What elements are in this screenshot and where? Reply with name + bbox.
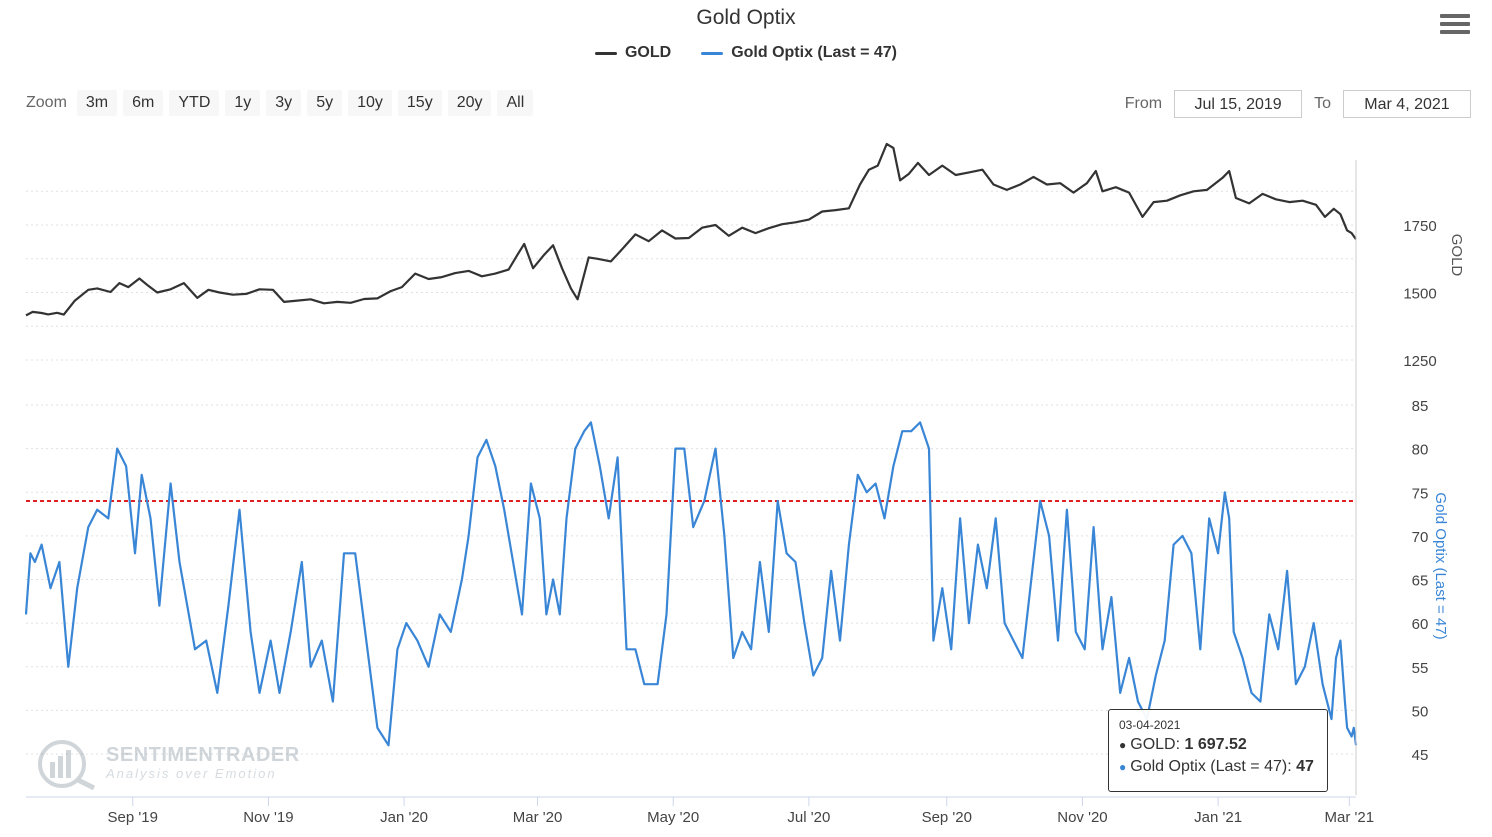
x-tick-label: Nov '19 bbox=[243, 809, 293, 826]
x-tick-label: May '20 bbox=[647, 809, 699, 826]
tooltip-row-gold: ● GOLD: 1 697.52 bbox=[1119, 734, 1317, 756]
gold-series-line bbox=[25, 142, 1357, 317]
zoom-button-5y[interactable]: 5y bbox=[307, 90, 343, 116]
to-label: To bbox=[1314, 95, 1331, 112]
legend-label-gold: GOLD bbox=[624, 44, 672, 61]
zoom-button-ytd[interactable]: YTD bbox=[169, 90, 220, 116]
legend-swatch-gold bbox=[594, 51, 617, 55]
x-tick-label: Mar '21 bbox=[1325, 809, 1375, 826]
x-tick-label: Jan '21 bbox=[1194, 809, 1242, 826]
y-tick-label-1: 85 bbox=[1412, 398, 1429, 415]
legend: GOLD Gold Optix (Last = 47) bbox=[0, 44, 1492, 62]
y-tick-label-1: 75 bbox=[1412, 485, 1429, 502]
zoom-range-selector: Zoom 3m 6m YTD 1y 3y 5y 10y 15y 20y All bbox=[26, 90, 534, 116]
y-tick-label-0: 1250 bbox=[1403, 353, 1436, 370]
y-tick-label-1: 70 bbox=[1412, 529, 1429, 546]
tooltip-gold-value: 1 697.52 bbox=[1184, 736, 1247, 753]
y-axis-title-1: Gold Optix (Last = 47) bbox=[1432, 492, 1449, 639]
tooltip-optix-label: Gold Optix (Last = 47): bbox=[1130, 758, 1297, 775]
y-tick-label-1: 45 bbox=[1412, 747, 1429, 764]
y-tick-label-1: 55 bbox=[1412, 660, 1429, 677]
y-tick-label-1: 50 bbox=[1412, 703, 1429, 720]
tooltip-dot-optix: ● bbox=[1119, 760, 1127, 774]
legend-item-gold[interactable]: GOLD bbox=[594, 44, 672, 62]
chart-tooltip: 03-04-2021 ● GOLD: 1 697.52 ● Gold Optix (… bbox=[1108, 709, 1328, 792]
zoom-button-3m[interactable]: 3m bbox=[76, 90, 118, 116]
y-tick-label-0: 1750 bbox=[1403, 218, 1436, 235]
sentimentrader-logo-icon bbox=[38, 740, 96, 791]
legend-swatch-optix bbox=[701, 51, 724, 55]
legend-item-optix[interactable]: Gold Optix (Last = 47) bbox=[701, 44, 897, 62]
watermark-tagline: Analysis over Emotion bbox=[106, 766, 277, 781]
sentimentrader-watermark: SENTIMENTRADER Analysis over Emotion bbox=[34, 738, 304, 791]
y-tick-label-1: 60 bbox=[1412, 616, 1429, 633]
tooltip-dot-gold: ● bbox=[1119, 738, 1127, 752]
zoom-label: Zoom bbox=[26, 94, 67, 111]
zoom-button-1y[interactable]: 1y bbox=[225, 90, 261, 116]
tooltip-gold-label: GOLD: bbox=[1130, 736, 1185, 753]
y-tick-label-1: 65 bbox=[1412, 573, 1429, 590]
watermark-name: SENTIMENTRADER bbox=[106, 744, 300, 766]
y-tick-label-0: 1500 bbox=[1403, 286, 1436, 303]
zoom-button-all[interactable]: All bbox=[497, 90, 534, 116]
x-tick-label: Mar '20 bbox=[513, 809, 563, 826]
x-tick-label: Jan '20 bbox=[380, 809, 428, 826]
chart-title: Gold Optix bbox=[696, 6, 796, 29]
from-label: From bbox=[1124, 95, 1163, 112]
optix-series-line bbox=[24, 421, 1358, 747]
date-range-selector: From Jul 15, 2019 To Mar 4, 2021 bbox=[1125, 90, 1471, 118]
x-tick-label: Jul '20 bbox=[787, 809, 830, 826]
y-axis-title-0: GOLD bbox=[1448, 234, 1465, 277]
y-tick-label-1: 80 bbox=[1412, 442, 1429, 459]
zoom-button-6m[interactable]: 6m bbox=[123, 90, 164, 116]
zoom-button-20y[interactable]: 20y bbox=[447, 90, 492, 116]
legend-label-optix: Gold Optix (Last = 47) bbox=[731, 44, 898, 61]
zoom-button-3y[interactable]: 3y bbox=[266, 90, 302, 116]
x-tick-label: Sep '19 bbox=[108, 809, 158, 826]
zoom-button-10y[interactable]: 10y bbox=[348, 90, 392, 116]
x-tick-label: Sep '20 bbox=[922, 809, 972, 826]
tooltip-optix-value: 47 bbox=[1296, 758, 1314, 775]
tooltip-date: 03-04-2021 bbox=[1119, 718, 1181, 732]
to-date-input[interactable]: Mar 4, 2021 bbox=[1343, 90, 1471, 118]
tooltip-row-optix: ● Gold Optix (Last = 47): 47 bbox=[1119, 756, 1317, 778]
zoom-button-15y[interactable]: 15y bbox=[397, 90, 442, 116]
hamburger-menu-icon[interactable] bbox=[1440, 14, 1470, 36]
x-tick-label: Nov '20 bbox=[1057, 809, 1107, 826]
from-date-input[interactable]: Jul 15, 2019 bbox=[1174, 90, 1303, 118]
